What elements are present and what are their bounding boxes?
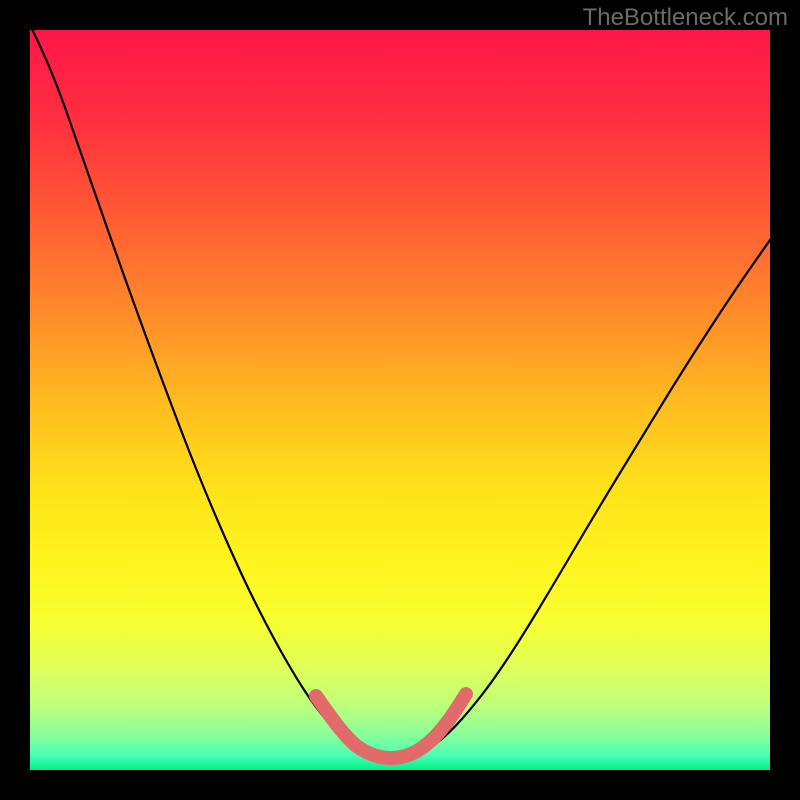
watermark-text: TheBottleneck.com [583,4,788,32]
accent-valley [316,694,466,758]
chart-svg [0,0,800,800]
bottleneck-curve [30,25,770,760]
